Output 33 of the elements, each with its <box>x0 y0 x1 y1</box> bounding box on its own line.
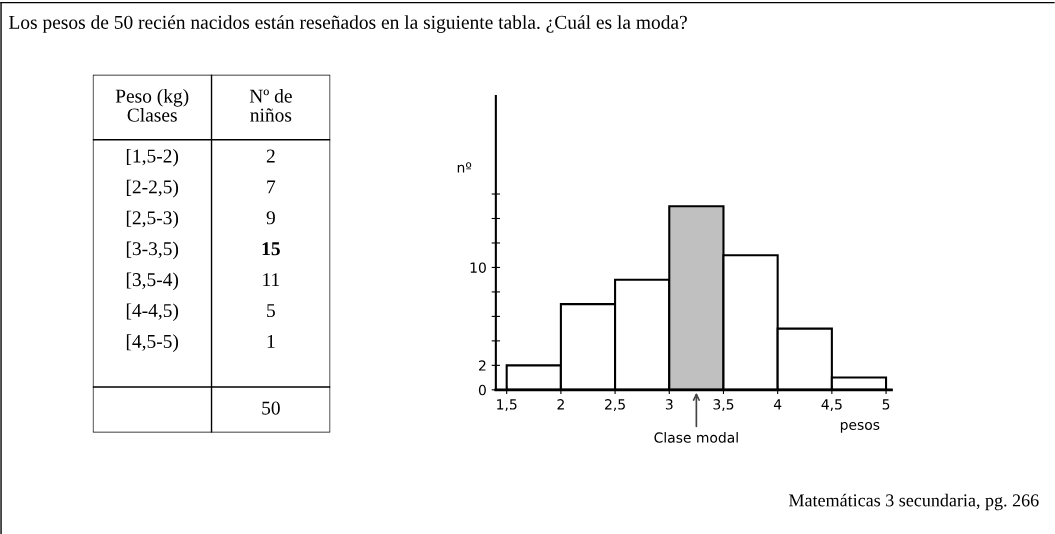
x-tick-label: 1,5 <box>497 399 517 412</box>
text: Matemáticas 3 secundaria, pg. 266 <box>789 493 1039 511</box>
text: [2,5-3) <box>126 210 179 229</box>
text: 9 <box>266 211 275 225</box>
text: [4,5-5) <box>126 334 179 352</box>
text: [3,5-4) <box>126 272 179 291</box>
text: [4-4,5) <box>126 303 179 322</box>
x-tick-label: 3 <box>665 399 673 410</box>
text: 11 <box>263 273 280 286</box>
text: 50 <box>262 401 280 415</box>
x-tick-label: 3,5 <box>713 399 734 412</box>
annotation: Clase modal <box>654 432 738 443</box>
text: Peso (kg) Clases <box>115 88 189 122</box>
text: 2 <box>266 149 275 163</box>
text: [3-3,5) <box>126 241 179 260</box>
y-tick-label: 10 <box>470 262 486 273</box>
text: 5 <box>267 304 275 318</box>
x-axis-title: pesos <box>840 421 880 433</box>
text: [1,5-2) <box>126 148 179 167</box>
text: Los pesos de 50 recién nacidos están reseñados en la siguiente tabla. ¿Cuál es la moda? <box>9 15 687 33</box>
text: Nº de niños <box>249 88 292 122</box>
x-tick-label: 2 <box>557 399 564 410</box>
x-tick-label: 2,5 <box>605 399 625 412</box>
x-tick-label: 4 <box>773 399 782 410</box>
y-tick-label: 0 <box>478 384 486 396</box>
x-tick-label: 4,5 <box>821 399 842 412</box>
text: 15 <box>262 242 280 256</box>
text: 1 <box>267 334 275 348</box>
x-tick-label: 5 <box>882 399 890 410</box>
y-axis-title: nº <box>457 162 472 173</box>
text: 7 <box>267 180 276 194</box>
y-tick-label: 2 <box>479 360 486 371</box>
text: [2-2,5) <box>126 179 179 198</box>
